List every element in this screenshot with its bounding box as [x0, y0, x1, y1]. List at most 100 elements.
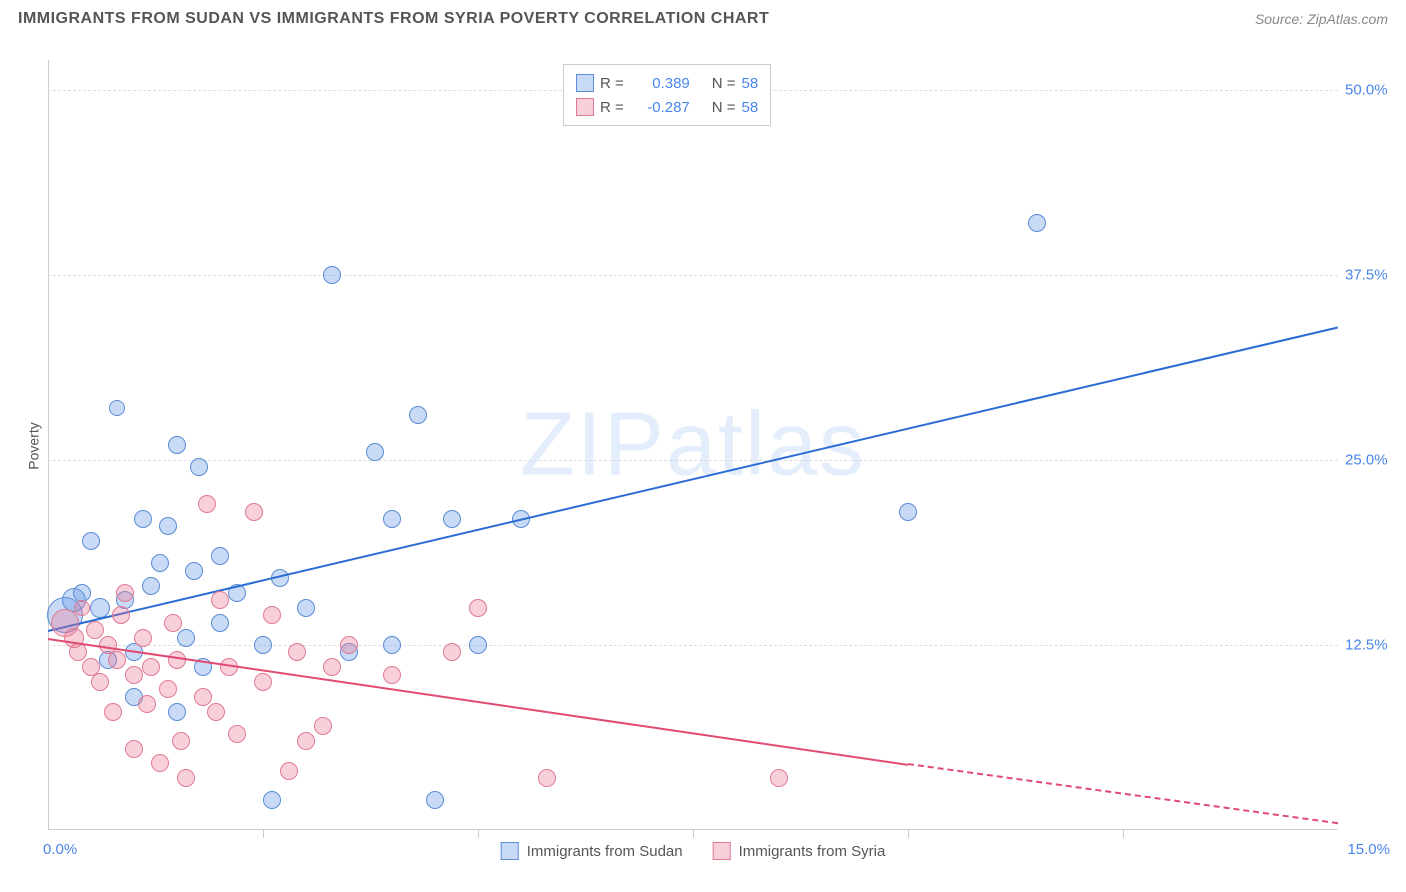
- legend-swatch: [576, 98, 594, 116]
- data-point: [207, 703, 225, 721]
- x-tick: [1123, 830, 1124, 838]
- x-axis-max-label: 15.0%: [1347, 841, 1390, 858]
- data-point: [254, 673, 272, 691]
- legend-label: Immigrants from Syria: [739, 843, 886, 860]
- data-point: [142, 658, 160, 676]
- data-point: [297, 732, 315, 750]
- x-axis-min-label: 0.0%: [43, 841, 77, 858]
- data-point: [323, 658, 341, 676]
- chart-area: ZIPatlas 12.5%25.0%37.5%50.0%R =0.389N =…: [48, 60, 1338, 830]
- n-label: N =: [712, 99, 736, 116]
- data-point: [142, 577, 160, 595]
- data-point: [443, 510, 461, 528]
- data-point: [151, 754, 169, 772]
- data-point: [899, 503, 917, 521]
- watermark: ZIPatlas: [520, 394, 866, 497]
- legend-label: Immigrants from Sudan: [527, 843, 683, 860]
- data-point: [104, 703, 122, 721]
- data-point: [198, 495, 216, 513]
- n-value: 58: [742, 99, 759, 116]
- data-point: [383, 510, 401, 528]
- y-tick-label: 25.0%: [1345, 451, 1400, 468]
- y-gridline: [48, 645, 1338, 646]
- data-point: [383, 636, 401, 654]
- legend-swatch: [501, 842, 519, 860]
- data-point: [116, 584, 134, 602]
- data-point: [159, 517, 177, 535]
- plot-region: ZIPatlas 12.5%25.0%37.5%50.0%R =0.389N =…: [48, 60, 1338, 830]
- y-axis-label: Poverty: [26, 422, 42, 469]
- data-point: [74, 600, 90, 616]
- regression-line: [48, 327, 1338, 633]
- data-point: [211, 591, 229, 609]
- correlation-legend-row: R =0.389N = 58: [576, 71, 758, 95]
- data-point: [409, 406, 427, 424]
- data-point: [108, 651, 126, 669]
- legend-item: Immigrants from Syria: [713, 842, 886, 860]
- data-point: [383, 666, 401, 684]
- data-point: [469, 636, 487, 654]
- chart-header: IMMIGRANTS FROM SUDAN VS IMMIGRANTS FROM…: [18, 10, 1388, 28]
- data-point: [443, 643, 461, 661]
- data-point: [172, 732, 190, 750]
- y-gridline: [48, 275, 1338, 276]
- chart-source: Source: ZipAtlas.com: [1255, 11, 1388, 27]
- legend-swatch: [713, 842, 731, 860]
- x-tick: [478, 830, 479, 838]
- correlation-legend: R = 0.389 N = 58R = -0.287 N = 58: [563, 64, 771, 126]
- data-point: [228, 725, 246, 743]
- data-point: [86, 621, 104, 639]
- data-point: [263, 791, 281, 809]
- data-point: [426, 791, 444, 809]
- x-tick: [693, 830, 694, 838]
- data-point: [366, 443, 384, 461]
- data-point: [125, 666, 143, 684]
- data-point: [159, 680, 177, 698]
- y-tick-label: 12.5%: [1345, 636, 1400, 653]
- data-point: [340, 636, 358, 654]
- r-label: R =: [600, 75, 624, 92]
- legend-item: Immigrants from Sudan: [501, 842, 683, 860]
- y-axis-line: [48, 60, 49, 830]
- data-point: [69, 643, 87, 661]
- r-label: R =: [600, 99, 624, 116]
- y-gridline: [48, 460, 1338, 461]
- data-point: [190, 458, 208, 476]
- data-point: [138, 695, 156, 713]
- data-point: [245, 503, 263, 521]
- legend-swatch: [576, 74, 594, 92]
- data-point: [168, 436, 186, 454]
- data-point: [254, 636, 272, 654]
- x-tick: [908, 830, 909, 838]
- data-point: [770, 769, 788, 787]
- chart-title: IMMIGRANTS FROM SUDAN VS IMMIGRANTS FROM…: [18, 10, 769, 28]
- data-point: [469, 599, 487, 617]
- data-point: [168, 703, 186, 721]
- data-point: [177, 629, 195, 647]
- data-point: [134, 510, 152, 528]
- data-point: [211, 547, 229, 565]
- data-point: [288, 643, 306, 661]
- y-tick-label: 50.0%: [1345, 81, 1400, 98]
- data-point: [164, 614, 182, 632]
- data-point: [211, 614, 229, 632]
- data-point: [109, 400, 125, 416]
- data-point: [323, 266, 341, 284]
- data-point: [91, 673, 109, 691]
- data-point: [1028, 214, 1046, 232]
- y-tick-label: 37.5%: [1345, 266, 1400, 283]
- n-label: N =: [712, 75, 736, 92]
- r-value: 0.389: [630, 75, 690, 92]
- data-point: [263, 606, 281, 624]
- data-point: [297, 599, 315, 617]
- legend-bottom: Immigrants from Sudan Immigrants from Syr…: [501, 842, 886, 860]
- data-point: [280, 762, 298, 780]
- data-point: [185, 562, 203, 580]
- data-point: [134, 629, 152, 647]
- data-point: [538, 769, 556, 787]
- data-point: [314, 717, 332, 735]
- data-point: [125, 740, 143, 758]
- correlation-legend-row: R = -0.287 N = 58: [576, 95, 758, 119]
- data-point: [151, 554, 169, 572]
- r-value: -0.287: [630, 99, 690, 116]
